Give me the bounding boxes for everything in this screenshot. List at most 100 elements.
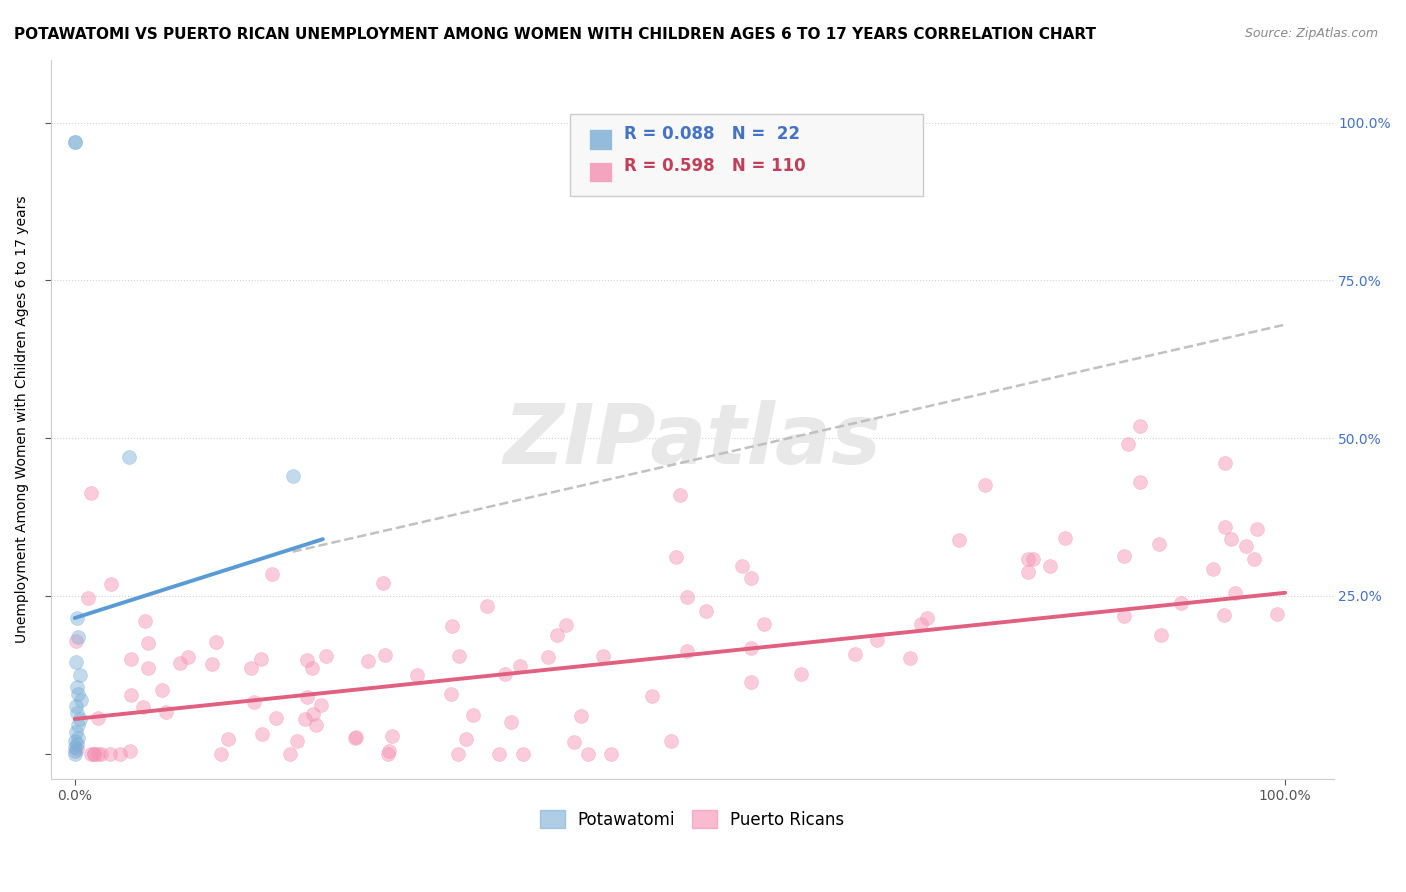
Point — [77, 591, 100, 606]
Point — [789, 666, 811, 681]
Point — [1129, 475, 1152, 490]
Point — [66, 737, 89, 751]
Point — [63, 743, 86, 757]
Point — [447, 747, 470, 761]
Point — [67, 718, 90, 732]
Point — [447, 648, 470, 663]
Point — [641, 689, 664, 703]
Point — [752, 616, 775, 631]
Point — [555, 618, 578, 632]
Text: ZIPatlas: ZIPatlas — [503, 401, 882, 482]
Point — [592, 648, 614, 663]
Point — [90, 747, 112, 761]
Point — [118, 450, 141, 464]
Point — [1017, 552, 1039, 566]
Point — [250, 652, 273, 666]
FancyBboxPatch shape — [571, 113, 922, 196]
Point — [177, 649, 200, 664]
Point — [239, 661, 262, 675]
Point — [86, 711, 108, 725]
Point — [675, 644, 697, 658]
Point — [262, 566, 284, 581]
Point — [134, 614, 156, 628]
Point — [915, 611, 938, 625]
Point — [910, 617, 932, 632]
Point — [546, 628, 568, 642]
Point — [1265, 607, 1288, 621]
Point — [494, 667, 516, 681]
Point — [302, 707, 325, 722]
Point — [301, 660, 323, 674]
Point — [120, 652, 142, 666]
Point — [1202, 562, 1225, 576]
Point — [599, 747, 621, 761]
Point — [80, 485, 103, 500]
Point — [731, 558, 754, 573]
Point — [1243, 552, 1265, 566]
Point — [1039, 559, 1062, 574]
Point — [499, 715, 522, 730]
Point — [1223, 585, 1246, 599]
Point — [138, 661, 160, 675]
Point — [209, 747, 232, 761]
Point — [665, 550, 688, 565]
Point — [315, 648, 337, 663]
Point — [150, 682, 173, 697]
Point — [69, 668, 91, 682]
Point — [1213, 457, 1236, 471]
Point — [454, 732, 477, 747]
Y-axis label: Unemployment Among Women with Children Ages 6 to 17 years: Unemployment Among Women with Children A… — [15, 195, 30, 643]
Point — [1213, 607, 1236, 622]
Point — [740, 571, 762, 585]
Point — [477, 599, 499, 614]
Point — [509, 658, 531, 673]
Point — [80, 747, 103, 761]
Point — [264, 711, 287, 725]
Point — [1017, 566, 1039, 580]
Point — [405, 667, 427, 681]
Point — [537, 650, 560, 665]
Point — [63, 747, 86, 761]
Point — [285, 734, 308, 748]
Point — [1054, 531, 1077, 545]
Point — [108, 747, 131, 761]
Point — [562, 735, 585, 749]
Point — [63, 734, 86, 748]
Point — [1149, 628, 1171, 642]
Point — [67, 731, 90, 745]
Point — [294, 712, 316, 726]
Point — [374, 648, 396, 662]
Point — [132, 699, 155, 714]
Point — [83, 747, 105, 761]
Point — [63, 740, 86, 755]
Point — [87, 747, 110, 761]
Text: R = 0.088   N =  22: R = 0.088 N = 22 — [624, 125, 800, 143]
Point — [571, 708, 593, 723]
Point — [217, 731, 239, 746]
Point — [242, 695, 264, 709]
Point — [69, 712, 91, 726]
Text: R = 0.598   N = 110: R = 0.598 N = 110 — [624, 157, 806, 175]
Point — [1147, 536, 1170, 550]
Point — [69, 693, 91, 707]
Point — [169, 656, 191, 670]
Point — [65, 634, 87, 648]
Point — [66, 706, 89, 720]
Point — [65, 655, 87, 669]
Point — [1220, 532, 1243, 546]
Point — [1129, 418, 1152, 433]
Point — [576, 747, 599, 761]
Point — [669, 488, 692, 502]
Point — [138, 635, 160, 649]
Point — [63, 135, 86, 149]
Point — [65, 724, 87, 739]
Point — [344, 730, 367, 744]
Point — [357, 654, 380, 668]
Point — [1022, 552, 1045, 566]
Point — [83, 747, 105, 761]
Point — [344, 731, 367, 745]
Point — [66, 611, 89, 625]
Point — [898, 651, 921, 665]
Point — [67, 630, 90, 644]
Point — [440, 687, 463, 701]
